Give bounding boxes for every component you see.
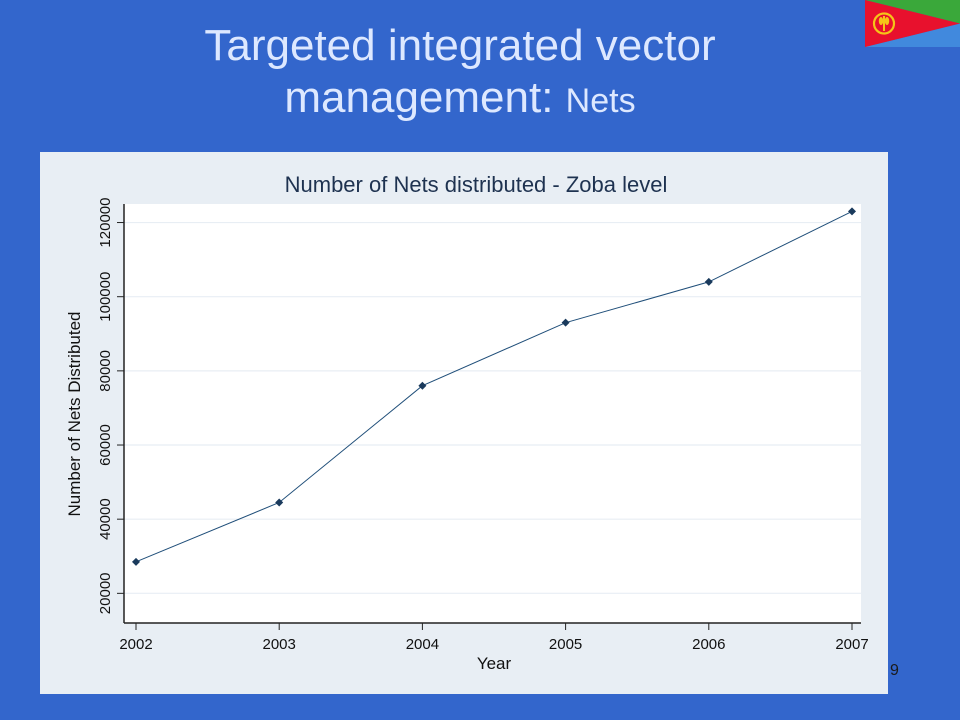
data-point — [132, 557, 140, 566]
x-tick-label: 2007 — [835, 636, 868, 653]
data-point — [704, 277, 713, 286]
line-chart: 20000 40000 60000 80000 100000 120000 2002 200… — [65, 172, 869, 673]
eritrea-flag-icon — [865, 0, 960, 47]
x-tick-label: 2006 — [692, 636, 725, 653]
x-tick-label: 2003 — [263, 636, 296, 653]
slide-title-small: Nets — [565, 82, 636, 120]
x-axis-label: Year — [477, 654, 512, 673]
x-tick-label: 2004 — [406, 636, 439, 653]
data-point — [275, 498, 284, 507]
chart-title: Number of Nets distributed - Zoba level — [285, 172, 668, 197]
chart-panel: 20000 40000 60000 80000 100000 120000 2002 200… — [40, 152, 888, 694]
data-point — [418, 381, 427, 390]
y-tick-label: 40000 — [97, 498, 114, 540]
series-line — [135, 210, 853, 563]
data-point — [848, 207, 856, 216]
y-tick-label: 100000 — [97, 272, 114, 322]
slide-title: Targeted integrated vector management: N… — [90, 20, 830, 127]
slide-number: 9 — [890, 662, 899, 679]
data-point — [561, 318, 570, 327]
y-tick-label: 80000 — [97, 350, 114, 392]
x-tick-label: 2002 — [119, 636, 152, 653]
slide-title-main: Targeted integrated vector management: — [204, 21, 716, 122]
x-tick-label: 2005 — [549, 636, 582, 653]
plot-background — [124, 204, 861, 623]
y-tick-label: 60000 — [97, 424, 114, 466]
y-axis-label: Number of Nets Distributed — [65, 311, 84, 516]
y-tick-label: 20000 — [97, 572, 114, 614]
y-tick-label: 120000 — [97, 198, 114, 248]
